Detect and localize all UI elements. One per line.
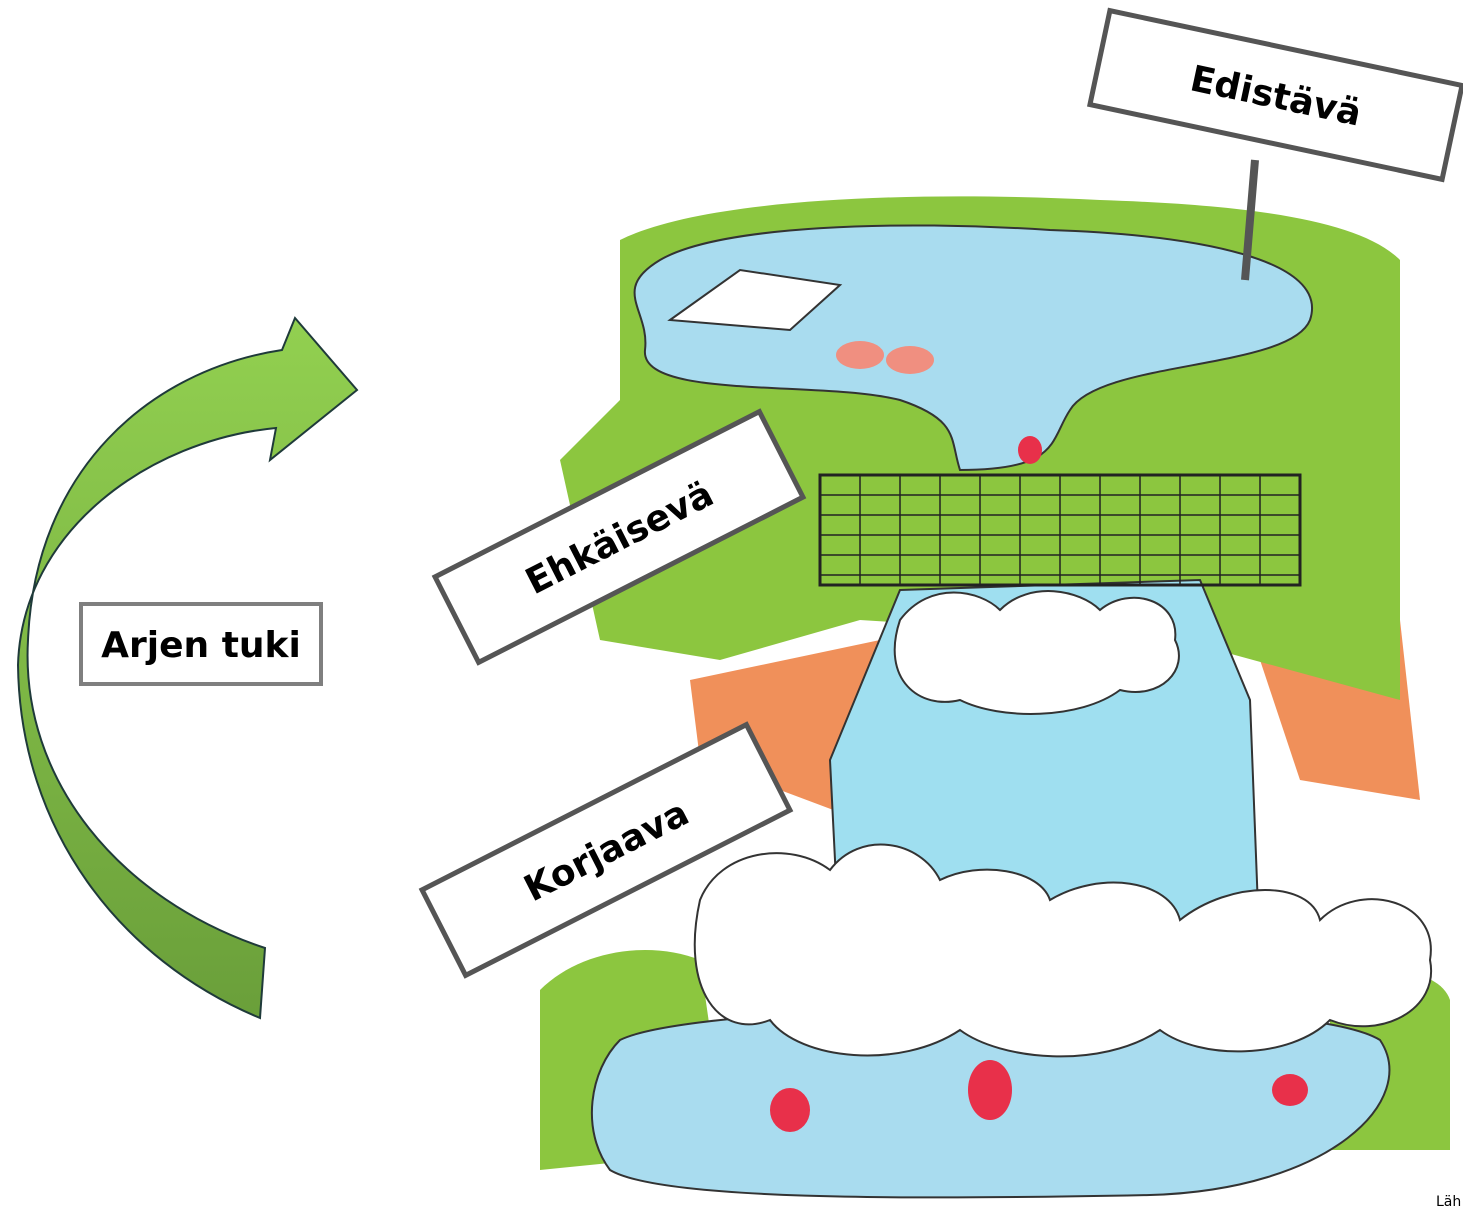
sign-box [1086, 7, 1463, 183]
arrow [16, 316, 359, 1020]
foam [893, 590, 1180, 715]
sign: Edistävä [1086, 7, 1463, 183]
arrow-label: Arjen tuki [101, 625, 301, 666]
figure [1018, 436, 1042, 464]
jetty [667, 268, 843, 332]
arrow-label-box [79, 602, 323, 686]
foam [693, 843, 1433, 1058]
sign-box [431, 408, 807, 666]
figure [770, 1088, 810, 1132]
net-mesh [859, 475, 1261, 585]
figure [886, 346, 934, 374]
figure [968, 1060, 1012, 1120]
source: Läh [1436, 1194, 1461, 1210]
figure [836, 341, 884, 369]
sign-box [418, 721, 794, 979]
illustration [540, 159, 1450, 1199]
figure [1272, 1074, 1308, 1106]
sign-pole [1241, 159, 1259, 281]
